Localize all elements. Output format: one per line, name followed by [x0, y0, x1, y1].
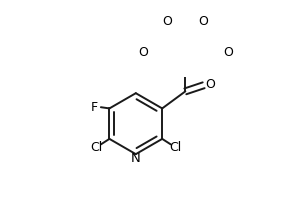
- Text: O: O: [138, 47, 148, 59]
- Text: O: O: [199, 15, 209, 28]
- Text: F: F: [91, 101, 98, 114]
- Text: Cl: Cl: [170, 141, 182, 154]
- Text: Cl: Cl: [90, 141, 102, 154]
- Text: O: O: [162, 15, 172, 28]
- Text: N: N: [131, 152, 141, 166]
- Text: O: O: [205, 78, 215, 90]
- Text: O: O: [223, 47, 233, 59]
